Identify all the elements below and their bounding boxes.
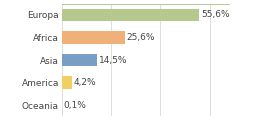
Bar — [62, 31, 125, 44]
Bar — [62, 9, 199, 21]
Text: 25,6%: 25,6% — [127, 33, 155, 42]
Text: 14,5%: 14,5% — [99, 55, 128, 65]
Text: 55,6%: 55,6% — [201, 10, 230, 19]
Text: 0,1%: 0,1% — [64, 101, 87, 110]
Bar — [62, 54, 97, 66]
Text: 4,2%: 4,2% — [74, 78, 97, 87]
Bar — [62, 76, 72, 89]
